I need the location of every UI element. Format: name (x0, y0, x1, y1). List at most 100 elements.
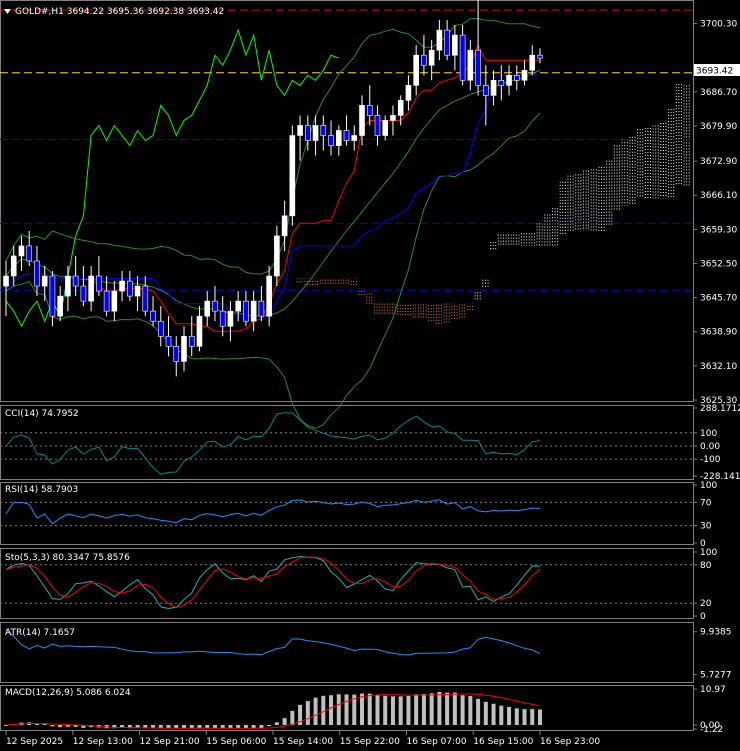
candle-body[interactable] (150, 310, 156, 322)
candle-body[interactable] (413, 54, 419, 86)
candle-body[interactable] (212, 300, 218, 312)
candle-body[interactable] (80, 285, 87, 302)
candle-body[interactable] (452, 34, 458, 56)
macd-histogram-bar (205, 724, 210, 729)
candle-body[interactable] (351, 135, 358, 141)
time-axis: 12 Sep 2025 12 Sep 13:00 12 Sep 21:00 15 Se… (5, 731, 600, 747)
candle-body[interactable] (10, 255, 17, 277)
candle-body[interactable] (289, 135, 296, 217)
cci-panel: 288.1712 100 0.00 -100 -228.1413 (0, 404, 740, 482)
candle-body[interactable] (157, 320, 164, 337)
candle-body[interactable] (529, 54, 536, 71)
macd-histogram-bar (282, 718, 287, 725)
candle-body[interactable] (366, 105, 373, 116)
candle-body[interactable] (274, 235, 280, 277)
candle-body[interactable] (111, 290, 118, 312)
macd-histogram-bar (383, 695, 388, 725)
candle-body[interactable] (335, 130, 342, 146)
candlesticks[interactable] (3, 0, 543, 377)
candle-body[interactable] (57, 295, 63, 317)
candle-body[interactable] (374, 115, 381, 136)
candle-body[interactable] (444, 29, 450, 56)
candle-body[interactable] (521, 69, 528, 81)
cci-panel-frame (0, 405, 694, 480)
candle-body[interactable] (266, 275, 272, 317)
rsi-tick-label: 0 (700, 539, 706, 549)
candle-body[interactable] (250, 300, 257, 322)
candle-body[interactable] (405, 85, 412, 101)
candle-body[interactable] (281, 215, 288, 237)
candle-body[interactable] (34, 260, 40, 287)
macd-histogram-bar (58, 724, 63, 728)
macd-histogram-bar (236, 724, 241, 729)
candle-body[interactable] (483, 85, 489, 96)
candle-body[interactable] (513, 74, 520, 81)
stoch-signal-line (5, 556, 541, 609)
candle-body[interactable] (343, 130, 350, 141)
candle-body[interactable] (397, 100, 404, 116)
candle-body[interactable] (41, 275, 48, 287)
candle-body[interactable] (312, 125, 319, 141)
candle-body[interactable] (219, 310, 226, 327)
candle-body[interactable] (49, 275, 56, 317)
candle-body[interactable] (421, 54, 427, 66)
macd-histogram-bar (243, 724, 248, 729)
stoch-tick-label: 80 (700, 561, 712, 571)
candle-body[interactable] (3, 275, 9, 287)
macd-histogram-bar (166, 724, 171, 729)
candle-body[interactable] (390, 115, 396, 121)
price-tick-label: 3632.10 (700, 362, 737, 372)
candle-body[interactable] (165, 335, 172, 347)
candle-body[interactable] (305, 125, 311, 141)
candle-body[interactable] (359, 105, 365, 136)
candle-body[interactable] (173, 345, 180, 362)
candle-body[interactable] (467, 49, 474, 81)
macd-histogram-bar (305, 701, 310, 725)
time-tick-label: 15 Sep 06:00 (206, 737, 266, 747)
macd-histogram-bar (530, 709, 535, 725)
candle-body[interactable] (537, 54, 543, 59)
candle-body[interactable] (181, 335, 187, 362)
dropdown-icon[interactable] (4, 9, 11, 14)
candle-body[interactable] (235, 300, 241, 312)
candle-body[interactable] (127, 280, 133, 297)
price-tick-label: 3700.30 (700, 20, 737, 30)
candle-body[interactable] (134, 285, 141, 297)
candle-body[interactable] (459, 34, 466, 81)
candle-body[interactable] (204, 300, 211, 317)
candle-body[interactable] (475, 49, 481, 86)
candle-body[interactable] (320, 125, 327, 136)
ichimoku-cloud (296, 84, 690, 324)
macd-histogram-bar (259, 724, 264, 729)
candle-body[interactable] (227, 310, 234, 327)
candle-body[interactable] (243, 300, 249, 322)
candle-body[interactable] (498, 80, 505, 86)
candle-body[interactable] (382, 120, 389, 136)
candle-body[interactable] (490, 80, 497, 96)
candle-body[interactable] (88, 275, 94, 302)
horizontal-levels[interactable] (0, 9, 693, 291)
candle-body[interactable] (196, 315, 203, 347)
candle-body[interactable] (26, 245, 33, 262)
time-tick-label: 16 Sep 23:00 (540, 737, 600, 747)
candle-body[interactable] (103, 290, 110, 312)
candle-body[interactable] (297, 125, 303, 136)
candle-body[interactable] (328, 135, 334, 146)
stoch-panel-frame (0, 548, 694, 619)
stoch-main-line (5, 555, 541, 610)
candle-body[interactable] (428, 49, 435, 66)
candle-body[interactable] (119, 280, 125, 292)
candle-body[interactable] (142, 285, 149, 312)
candle-body[interactable] (96, 275, 102, 292)
candle-body[interactable] (436, 29, 443, 51)
candle-body[interactable] (258, 300, 265, 317)
candle-body[interactable] (65, 275, 71, 297)
candle-body[interactable] (188, 335, 195, 347)
macd-histogram-bar (429, 693, 434, 725)
candle-body[interactable] (18, 245, 25, 257)
candle-body[interactable] (506, 74, 512, 86)
candle-body[interactable] (72, 275, 79, 287)
price-tick-label: 3638.90 (700, 328, 737, 338)
macd-histogram-bar (81, 724, 86, 728)
